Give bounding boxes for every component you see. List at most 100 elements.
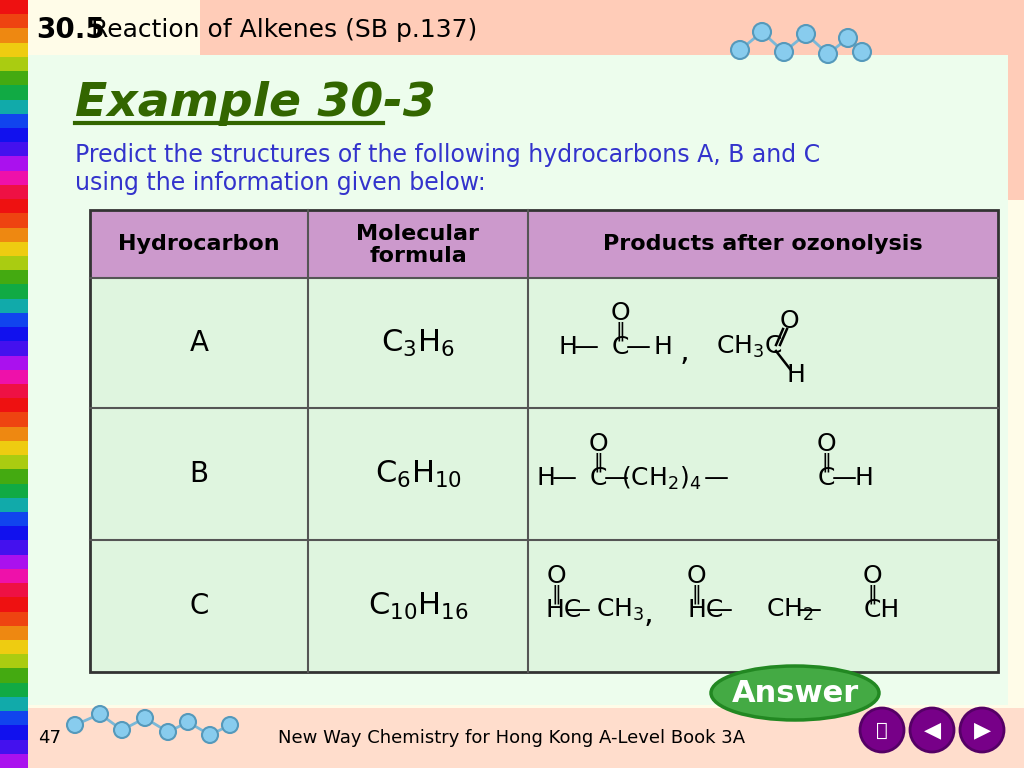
Bar [0, 199, 28, 214]
Bar [0, 427, 28, 442]
Circle shape [180, 714, 196, 730]
Bar [0, 270, 28, 286]
Text: $\mathregular{CH_2}$: $\mathregular{CH_2}$ [766, 597, 814, 623]
Text: O: O [816, 432, 836, 456]
Text: H: H [558, 335, 578, 359]
Bar [90, 278, 998, 408]
Bar [0, 256, 28, 271]
Text: $\mathregular{C_3H_6}$: $\mathregular{C_3H_6}$ [381, 327, 455, 359]
Bar [0, 85, 28, 101]
Bar [0, 28, 28, 44]
Text: ‖: ‖ [615, 321, 625, 341]
Text: $\mathregular{C_6H_{10}}$: $\mathregular{C_6H_{10}}$ [375, 458, 462, 489]
Text: Example 30-3: Example 30-3 [75, 81, 436, 125]
Bar [0, 299, 28, 314]
Bar [0, 57, 28, 72]
Circle shape [731, 41, 749, 59]
Text: A: A [189, 329, 209, 357]
Bar [0, 598, 28, 613]
Text: 30.5: 30.5 [36, 16, 104, 44]
Bar [28, 55, 1008, 705]
Text: CH: CH [864, 598, 900, 622]
Bar [0, 214, 28, 229]
Bar [0, 740, 28, 755]
Text: $\mathregular{(CH_2)_4}$: $\mathregular{(CH_2)_4}$ [621, 465, 701, 492]
Text: —: — [573, 335, 598, 359]
Bar [0, 313, 28, 328]
Circle shape [67, 717, 83, 733]
Text: —: — [565, 598, 591, 622]
Circle shape [137, 710, 153, 726]
Bar [0, 128, 28, 143]
Text: Products after ozonolysis: Products after ozonolysis [603, 234, 923, 254]
Bar [0, 711, 28, 727]
Bar [0, 455, 28, 470]
Bar [0, 498, 28, 513]
Bar [0, 725, 28, 740]
Text: ‖: ‖ [593, 452, 603, 472]
Text: 47: 47 [38, 729, 61, 747]
Text: O: O [610, 301, 630, 325]
Bar [0, 43, 28, 58]
Text: —: — [831, 466, 856, 490]
Bar [0, 157, 28, 172]
Bar [0, 384, 28, 399]
Bar [0, 654, 28, 670]
Text: H: H [537, 466, 555, 490]
Text: Answer: Answer [731, 678, 859, 707]
Text: H: H [653, 335, 673, 359]
Text: O: O [779, 309, 799, 333]
Bar [0, 640, 28, 655]
Text: Molecular: Molecular [356, 224, 479, 244]
Text: C: C [611, 335, 629, 359]
Bar [0, 753, 28, 768]
Bar [0, 327, 28, 343]
Bar [0, 0, 28, 15]
Bar [0, 668, 28, 684]
Text: O: O [546, 564, 566, 588]
Circle shape [839, 29, 857, 47]
Circle shape [222, 717, 238, 733]
Text: ▶: ▶ [974, 720, 990, 740]
Text: ‖: ‖ [691, 584, 700, 604]
Text: ◀: ◀ [924, 720, 941, 740]
Text: using the information given below:: using the information given below: [75, 171, 485, 195]
Bar [200, 0, 1024, 65]
Text: ‖: ‖ [821, 452, 830, 472]
Bar [0, 541, 28, 556]
Text: New Way Chemistry for Hong Kong A-Level Book 3A: New Way Chemistry for Hong Kong A-Level … [279, 729, 745, 747]
Text: H: H [786, 363, 806, 387]
Bar [0, 683, 28, 698]
Bar [0, 71, 28, 86]
Bar [0, 356, 28, 371]
Circle shape [92, 706, 108, 722]
Bar [0, 554, 28, 570]
Text: C: C [817, 466, 835, 490]
Bar [0, 412, 28, 428]
Bar [0, 526, 28, 541]
Bar [0, 185, 28, 200]
Circle shape [753, 23, 771, 41]
Bar [0, 469, 28, 485]
Bar [0, 114, 28, 129]
Text: Hydrocarbon: Hydrocarbon [118, 234, 280, 254]
Text: C: C [189, 592, 209, 620]
Circle shape [202, 727, 218, 743]
Text: O: O [686, 564, 706, 588]
Text: ‖: ‖ [551, 584, 561, 604]
Text: O: O [588, 432, 608, 456]
Bar [90, 540, 998, 672]
Bar [0, 611, 28, 627]
Bar [0, 100, 28, 114]
Circle shape [853, 43, 871, 61]
Polygon shape [200, 0, 1024, 200]
Circle shape [797, 25, 815, 43]
Text: HC: HC [546, 598, 583, 622]
Text: Reaction of Alkenes (SB p.137): Reaction of Alkenes (SB p.137) [75, 18, 477, 42]
Circle shape [775, 43, 793, 61]
Bar [0, 569, 28, 584]
Text: HC: HC [688, 598, 724, 622]
Text: —: — [552, 466, 577, 490]
Text: Predict the structures of the following hydrocarbons A, B and C: Predict the structures of the following … [75, 143, 820, 167]
Bar [0, 484, 28, 498]
